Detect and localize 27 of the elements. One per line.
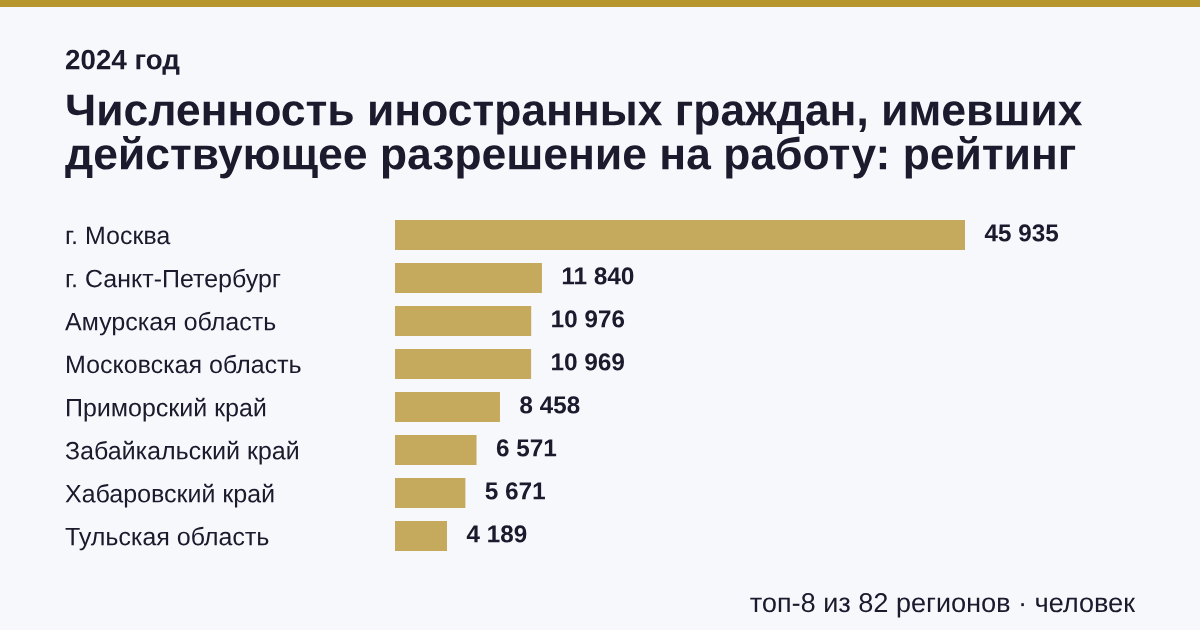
bar [395, 477, 466, 509]
bar [395, 391, 500, 423]
data-label: 10 976 [552, 310, 625, 328]
y-tick-label: г. Москва [66, 226, 171, 245]
y-tick-label: Тульская область [65, 526, 269, 551]
bar [395, 219, 965, 251]
y-tick-label: Хабаровский край [65, 483, 274, 508]
chart-title: Численность иностранных граждан, имевших действующее разрешение на работу: рейтинг [65, 94, 1083, 179]
bar [395, 348, 532, 380]
y-tick-label: г. Санкт-Петербург [66, 268, 281, 293]
text: 2024 год [65, 49, 180, 75]
text: топ-8 из 82 регионов · человек [750, 593, 1136, 618]
bar [395, 305, 532, 337]
y-tick-label: Московская область [67, 354, 301, 374]
y-tick-label: Приморский край [67, 397, 266, 422]
bar [395, 520, 447, 552]
y-tick-label: Забайкальский край [65, 440, 298, 465]
bar [395, 434, 477, 466]
data-label: 6 571 [496, 439, 557, 457]
data-label: 10 969 [552, 353, 624, 371]
data-label: 4 189 [466, 525, 527, 543]
data-label: 8 458 [520, 396, 580, 414]
data-label: 11 840 [562, 267, 634, 285]
y-tick-label: Амурская область [65, 311, 276, 336]
bar [395, 262, 542, 294]
data-label: 45 935 [984, 224, 1059, 242]
data-label: 5 671 [485, 482, 545, 500]
